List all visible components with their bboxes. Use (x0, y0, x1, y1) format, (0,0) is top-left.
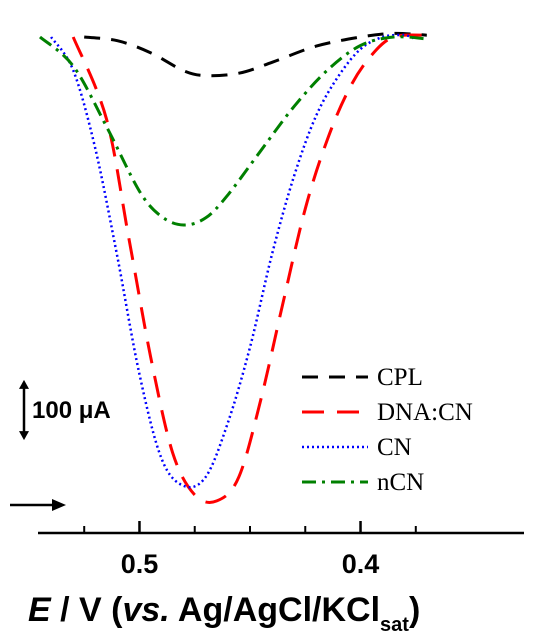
scale-bar-label: 100 μA (32, 397, 111, 424)
legend-label-ncn: nCN (377, 469, 424, 496)
legend-label-cn: CN (377, 434, 412, 461)
x-tick-label: 0.5 (121, 549, 159, 579)
x-ticks: 0.5 0.4 (83, 521, 417, 579)
current-scale-bar: 100 μA (19, 379, 111, 441)
scan-arrow-head-icon (52, 499, 66, 511)
series-line-ncn (39, 35, 427, 227)
scale-bar-up-arrowhead (19, 379, 29, 389)
legend-label-dna-cn: DNA:CN (377, 399, 473, 426)
scan-direction-arrow (10, 499, 66, 511)
series-line-dna-cn (71, 33, 427, 504)
x-axis: 0.5 0.4 E / V (vs. Ag/AgCl/KClsat) (28, 521, 524, 636)
series-line-cpl (84, 31, 427, 78)
scale-bar-down-arrowhead (19, 431, 29, 441)
curves-layer (39, 31, 427, 504)
legend: CPL DNA:CN CN nCN (302, 364, 473, 496)
x-tick-label: 0.4 (342, 549, 380, 579)
legend-label-cpl: CPL (377, 364, 423, 391)
series-line-cn (50, 33, 417, 489)
x-axis-label: E / V (vs. Ag/AgCl/KClsat) (28, 591, 420, 636)
